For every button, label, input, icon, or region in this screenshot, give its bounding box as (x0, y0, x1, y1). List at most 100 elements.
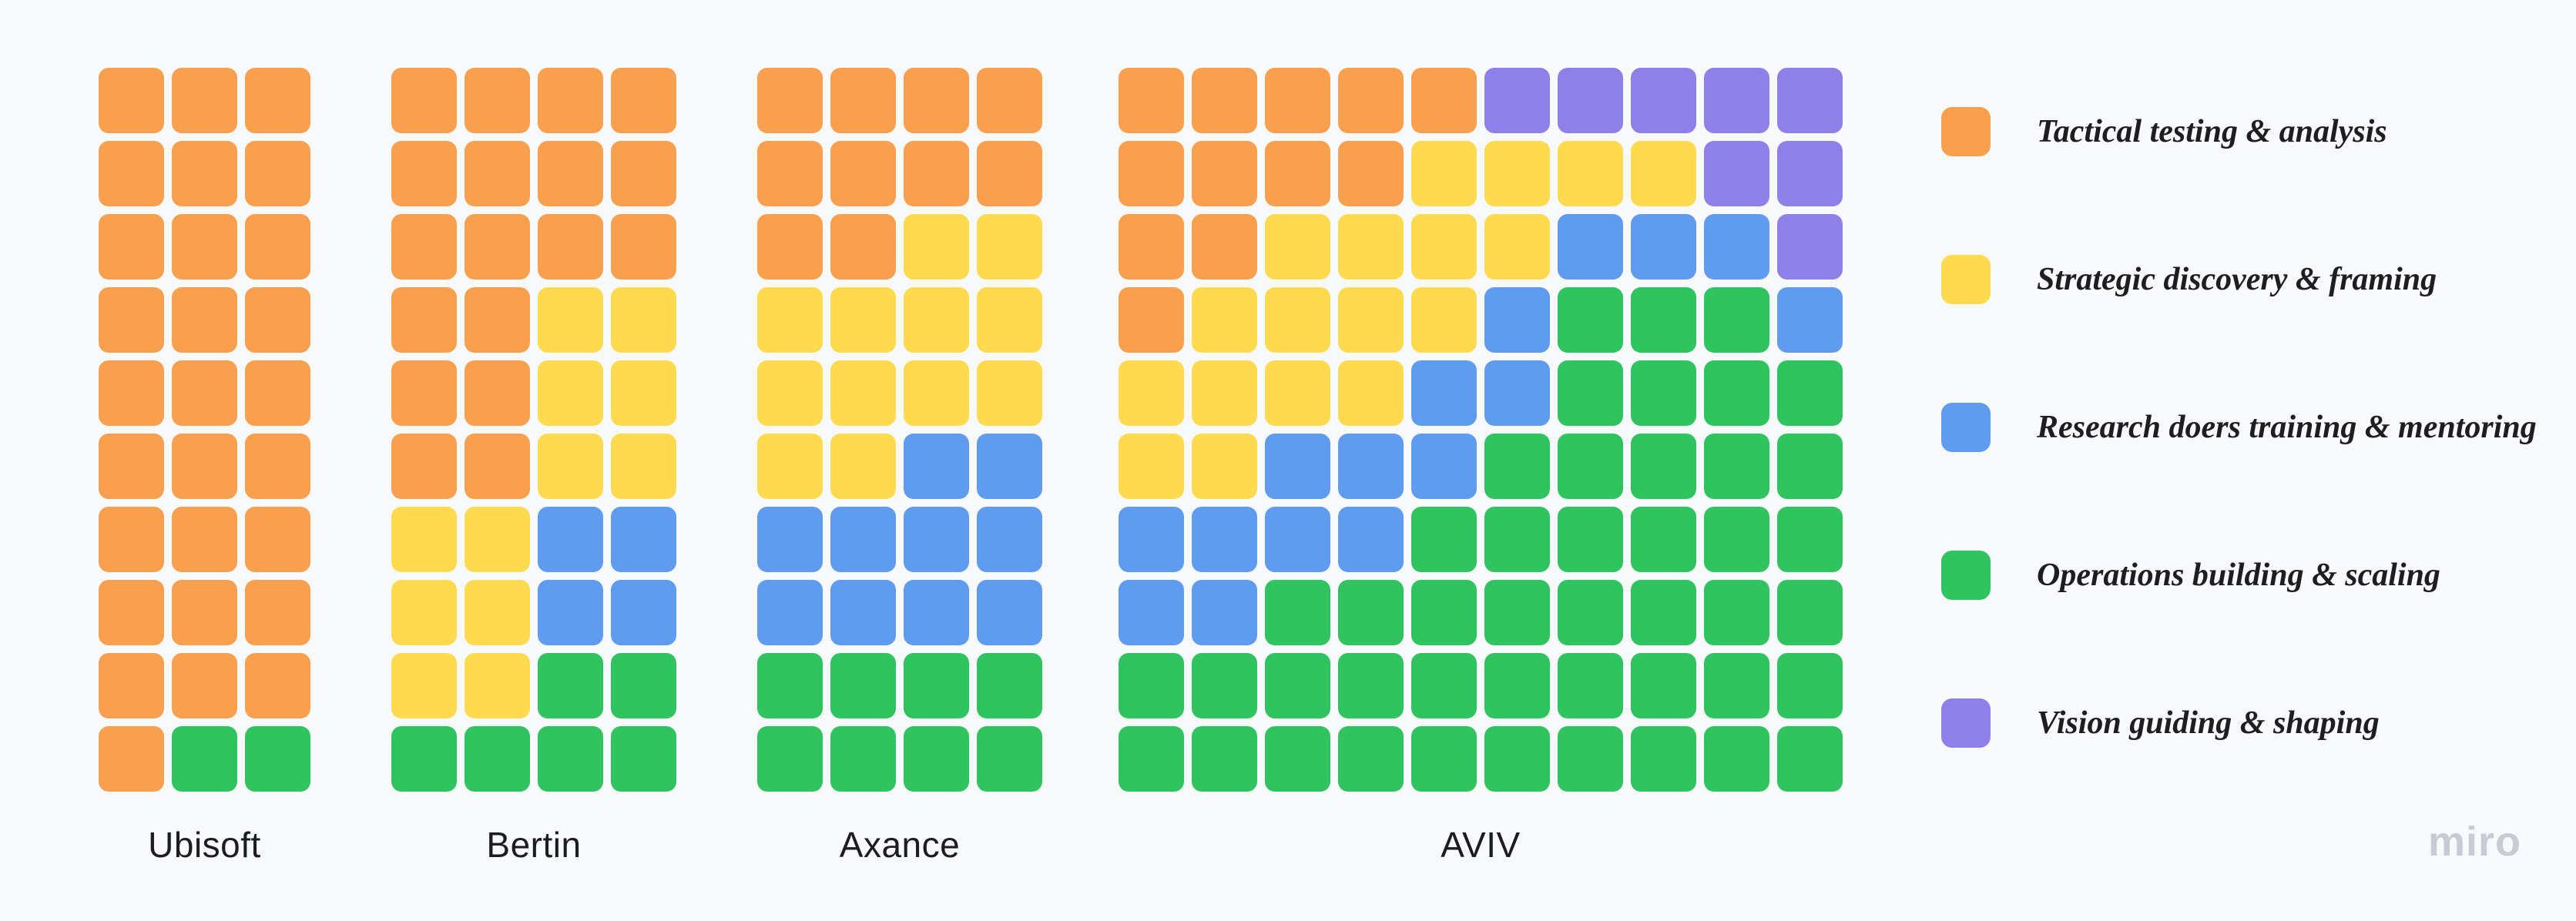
waffle-cell[interactable] (977, 287, 1042, 353)
group-label-aviv[interactable]: AVIV (1441, 825, 1521, 865)
waffle-cell[interactable] (1192, 141, 1257, 206)
waffle-cell[interactable] (1119, 507, 1184, 572)
waffle-cell[interactable] (1484, 653, 1550, 718)
legend-swatch-green[interactable] (1941, 551, 1991, 600)
waffle-cell[interactable] (99, 653, 164, 718)
waffle-cell[interactable] (757, 214, 823, 280)
waffle-cell[interactable] (977, 653, 1042, 718)
waffle-cell[interactable] (172, 360, 237, 426)
waffle-cell[interactable] (1338, 360, 1404, 426)
waffle-cell[interactable] (1338, 68, 1404, 133)
waffle-cell[interactable] (830, 580, 896, 645)
waffle-cell[interactable] (465, 68, 530, 133)
waffle-cell[interactable] (904, 653, 969, 718)
waffle-cell[interactable] (538, 287, 603, 353)
waffle-cell[interactable] (1777, 653, 1843, 718)
waffle-cell[interactable] (1558, 360, 1623, 426)
waffle-cell[interactable] (611, 434, 676, 499)
waffle-cell[interactable] (1265, 360, 1330, 426)
waffle-cell[interactable] (465, 141, 530, 206)
waffle-cell[interactable] (1484, 214, 1550, 280)
waffle-cell[interactable] (1704, 360, 1769, 426)
waffle-cell[interactable] (904, 68, 969, 133)
waffle-cell[interactable] (1265, 653, 1330, 718)
waffle-cell[interactable] (391, 141, 457, 206)
waffle-cell[interactable] (391, 653, 457, 718)
waffle-cell[interactable] (1192, 653, 1257, 718)
waffle-cell[interactable] (757, 653, 823, 718)
waffle-cell[interactable] (1411, 580, 1477, 645)
waffle-cell[interactable] (611, 507, 676, 572)
waffle-cell[interactable] (1338, 507, 1404, 572)
waffle-cell[interactable] (1777, 214, 1843, 280)
waffle-cell[interactable] (1631, 434, 1696, 499)
waffle-cell[interactable] (1777, 580, 1843, 645)
waffle-cell[interactable] (1265, 214, 1330, 280)
waffle-cell[interactable] (1704, 141, 1769, 206)
waffle-cell[interactable] (1704, 214, 1769, 280)
waffle-cell[interactable] (904, 507, 969, 572)
waffle-cell[interactable] (1777, 287, 1843, 353)
waffle-cell[interactable] (1119, 653, 1184, 718)
waffle-cell[interactable] (977, 141, 1042, 206)
waffle-cell[interactable] (1777, 68, 1843, 133)
waffle-cell[interactable] (757, 360, 823, 426)
waffle-cell[interactable] (1558, 507, 1623, 572)
waffle-cell[interactable] (245, 726, 310, 792)
waffle-cell[interactable] (1192, 68, 1257, 133)
waffle-cell[interactable] (391, 214, 457, 280)
waffle-cell[interactable] (611, 214, 676, 280)
waffle-cell[interactable] (245, 141, 310, 206)
legend-label-operations[interactable]: Operations building & scaling (2037, 558, 2440, 593)
waffle-cell[interactable] (99, 360, 164, 426)
waffle-cell[interactable] (172, 580, 237, 645)
waffle-cell[interactable] (1192, 507, 1257, 572)
waffle-cell[interactable] (245, 68, 310, 133)
waffle-cell[interactable] (611, 141, 676, 206)
waffle-cell[interactable] (1631, 726, 1696, 792)
waffle-cell[interactable] (538, 653, 603, 718)
waffle-cell[interactable] (1631, 653, 1696, 718)
waffle-cell[interactable] (1777, 434, 1843, 499)
waffle-cell[interactable] (1484, 580, 1550, 645)
waffle-cell[interactable] (391, 434, 457, 499)
waffle-cell[interactable] (1265, 507, 1330, 572)
waffle-cell[interactable] (1411, 141, 1477, 206)
waffle-cell[interactable] (1704, 653, 1769, 718)
waffle-cell[interactable] (99, 507, 164, 572)
waffle-cell[interactable] (1119, 726, 1184, 792)
waffle-cell[interactable] (1411, 287, 1477, 353)
waffle-cell[interactable] (1704, 68, 1769, 133)
waffle-cell[interactable] (611, 68, 676, 133)
waffle-cell[interactable] (977, 580, 1042, 645)
waffle-cell[interactable] (1484, 360, 1550, 426)
waffle-cell[interactable] (391, 580, 457, 645)
waffle-cell[interactable] (391, 360, 457, 426)
group-label-ubisoft[interactable]: Ubisoft (148, 825, 261, 865)
waffle-cell[interactable] (904, 580, 969, 645)
waffle-cell[interactable] (1265, 141, 1330, 206)
waffle-cell[interactable] (1411, 726, 1477, 792)
waffle-cell[interactable] (1192, 580, 1257, 645)
waffle-cell[interactable] (1119, 360, 1184, 426)
waffle-cell[interactable] (245, 434, 310, 499)
waffle-cell[interactable] (1484, 434, 1550, 499)
waffle-cell[interactable] (830, 287, 896, 353)
waffle-cell[interactable] (465, 507, 530, 572)
waffle-cell[interactable] (245, 360, 310, 426)
waffle-cell[interactable] (465, 214, 530, 280)
waffle-cell[interactable] (1192, 726, 1257, 792)
waffle-cell[interactable] (1411, 68, 1477, 133)
waffle-cell[interactable] (1704, 726, 1769, 792)
waffle-cell[interactable] (904, 214, 969, 280)
waffle-cell[interactable] (1119, 68, 1184, 133)
waffle-cell[interactable] (904, 434, 969, 499)
waffle-cell[interactable] (538, 214, 603, 280)
legend-label-tactical[interactable]: Tactical testing & analysis (2037, 114, 2387, 149)
waffle-cell[interactable] (1484, 141, 1550, 206)
waffle-cell[interactable] (1338, 580, 1404, 645)
waffle-cell[interactable] (1484, 68, 1550, 133)
waffle-cell[interactable] (1631, 214, 1696, 280)
waffle-cell[interactable] (538, 507, 603, 572)
waffle-cell[interactable] (245, 580, 310, 645)
